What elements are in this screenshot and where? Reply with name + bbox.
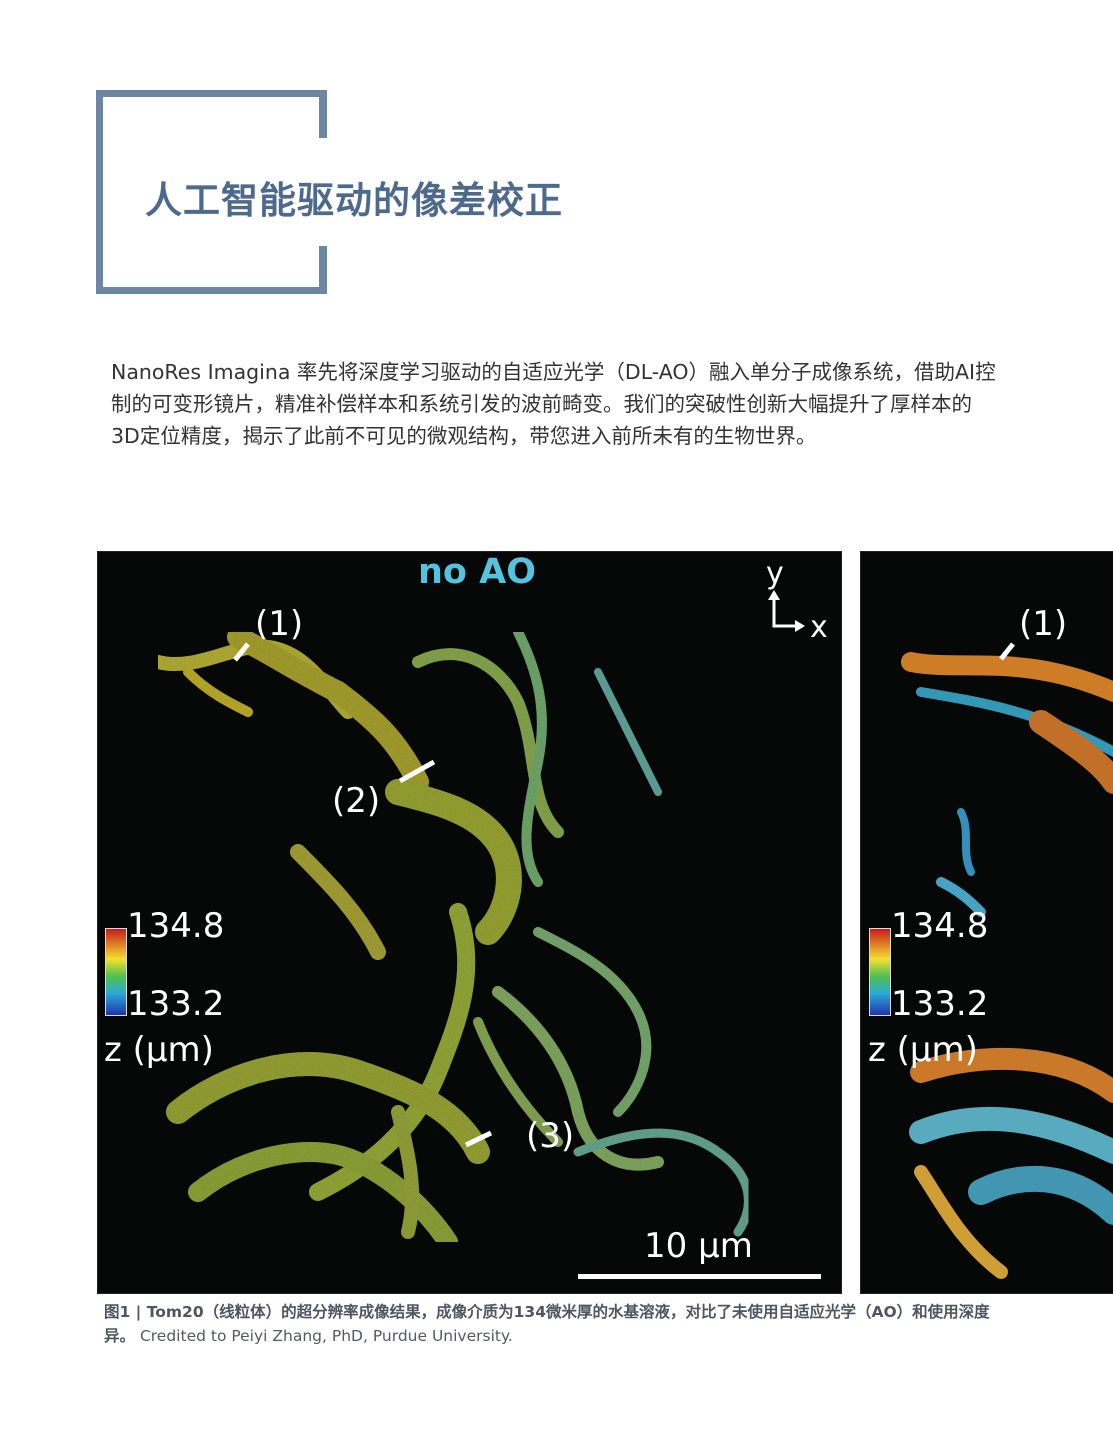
- colorbar: [105, 928, 127, 1016]
- scale-bar-label: 10 μm: [644, 1226, 753, 1266]
- figure-with-ao: (1) 134.8 133.2 z (μm): [860, 551, 1113, 1294]
- colorbar-ao: [869, 928, 891, 1016]
- scale-bar: [578, 1274, 821, 1279]
- figure-caption: 图1 | Tom20（线粒体）的超分辨率成像结果，成像介质为134微米厚的水基溶…: [104, 1300, 1113, 1348]
- axis-y-label: y: [766, 556, 784, 591]
- colorbar-unit: z (μm): [104, 1030, 214, 1070]
- mitochondria-image: [151, 590, 805, 1252]
- axis-arrows-icon: [772, 592, 803, 628]
- caption-line-2: 异。: [104, 1327, 136, 1345]
- colorbar-max: 134.8: [127, 906, 225, 946]
- marker-1-ao: (1): [1019, 604, 1068, 644]
- colorbar-unit-ao: z (μm): [868, 1030, 978, 1070]
- caption-line-1: 图1 | Tom20（线粒体）的超分辨率成像结果，成像介质为134微米厚的水基溶…: [104, 1303, 990, 1321]
- panel-label-no-ao: no AO: [418, 552, 536, 592]
- title-frame: [96, 90, 327, 294]
- intro-paragraph: NanoRes Imagina 率先将深度学习驱动的自适应光学（DL-AO）融入…: [111, 360, 996, 448]
- marker-2: (2): [332, 781, 381, 821]
- marker-3: (3): [526, 1116, 575, 1156]
- title-frame-corner: [319, 246, 327, 294]
- colorbar-min: 133.2: [127, 984, 225, 1024]
- figure-no-ao: no AO y x (1) (2) (3) 134.8 133.2 z (μm)…: [97, 551, 842, 1294]
- marker-1: (1): [255, 604, 304, 644]
- mitochondria-image-ao: [901, 642, 1113, 1279]
- caption-credit: Credited to Peiyi Zhang, PhD, Purdue Uni…: [139, 1327, 513, 1345]
- colorbar-min-ao: 133.2: [891, 984, 989, 1024]
- colorbar-max-ao: 134.8: [891, 906, 989, 946]
- title-frame-corner: [319, 90, 327, 138]
- page-title: 人工智能驱动的像差校正: [145, 179, 563, 222]
- axis-x-label: x: [810, 610, 828, 645]
